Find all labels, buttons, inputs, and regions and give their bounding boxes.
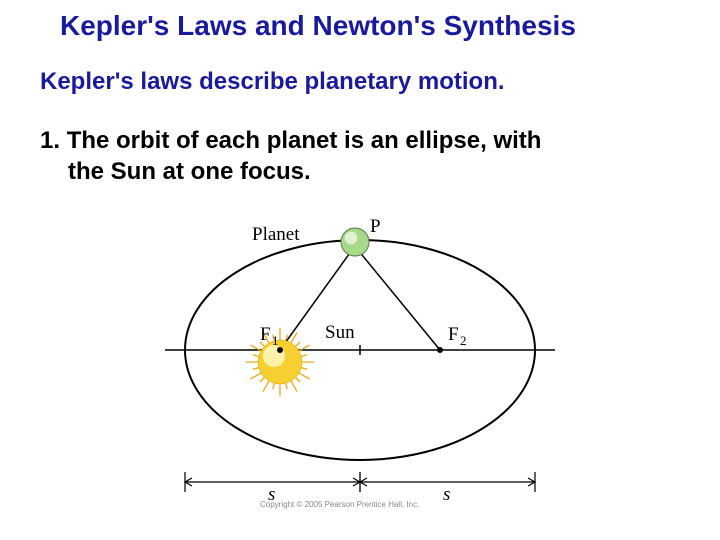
label-f2-sub: 2 (460, 333, 467, 348)
orbit-svg: PlanetPSunF1F2ss (160, 210, 560, 500)
label-f1: F (260, 324, 271, 345)
label-p: P (370, 216, 381, 237)
page-title: Kepler's Laws and Newton's Synthesis (60, 10, 690, 42)
label-f2: F (448, 324, 459, 345)
label-sun: Sun (325, 322, 355, 343)
law-statement: 1. The orbit of each planet is an ellips… (40, 125, 670, 187)
sun-icon (246, 328, 313, 395)
label-s-right: s (443, 484, 450, 500)
title-text: Kepler's Laws and Newton's Synthesis (60, 10, 576, 41)
label-f1-sub: 1 (272, 333, 279, 348)
law-number: 1. (40, 127, 60, 154)
page-subtitle: Kepler's laws describe planetary motion. (40, 68, 505, 96)
law-line2: the Sun at one focus. (40, 156, 670, 187)
subtitle-text: Kepler's laws describe planetary motion. (40, 68, 505, 95)
law-line1: The orbit of each planet is an ellipse, … (67, 127, 542, 154)
planet-icon (341, 228, 369, 256)
copyright-text: Copyright © 2005 Pearson Prentice Hall, … (260, 500, 419, 509)
label-s-left: s (268, 484, 275, 500)
focus-f2-dot (437, 347, 443, 353)
copyright-label: Copyright © 2005 Pearson Prentice Hall, … (260, 500, 419, 509)
orbit-diagram: PlanetPSunF1F2ss (160, 210, 560, 520)
radial-line-f2 (358, 250, 440, 350)
label-planet: Planet (252, 224, 300, 245)
